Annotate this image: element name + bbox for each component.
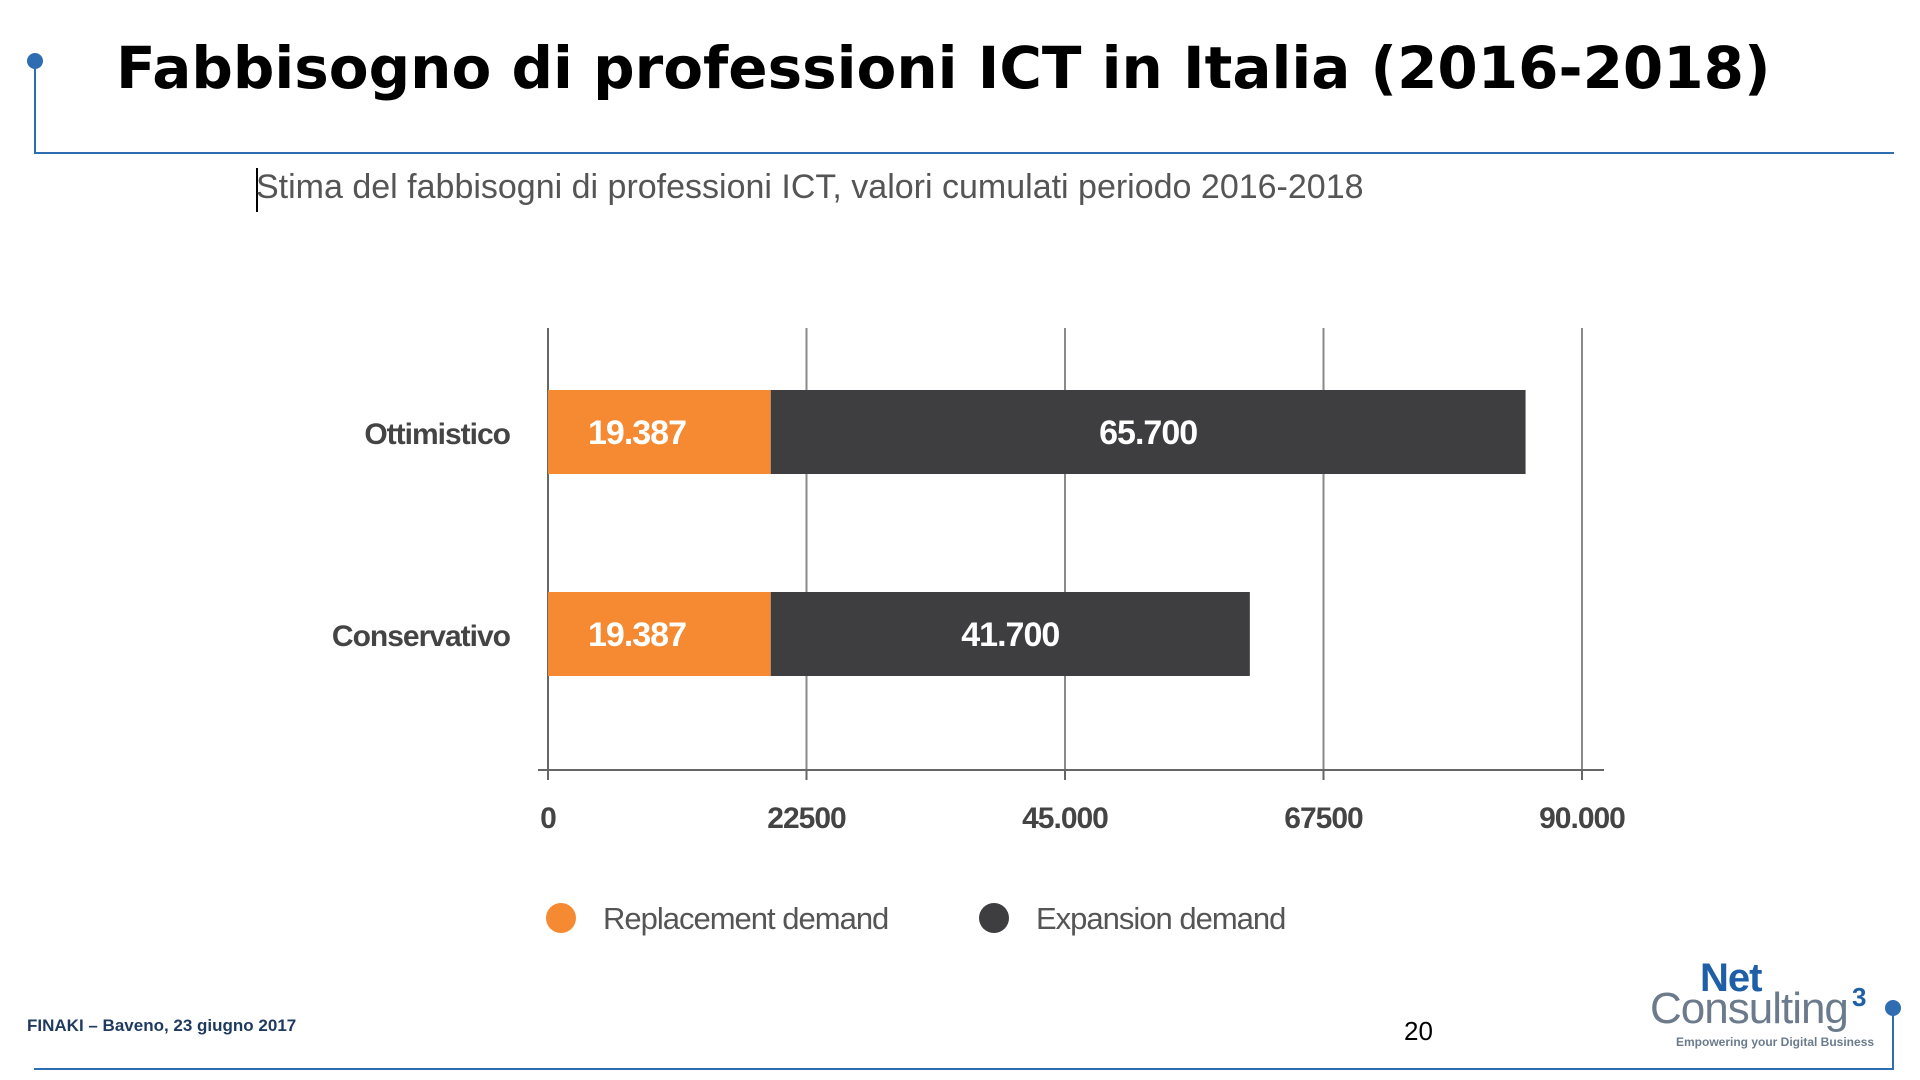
x-tick-label-1: 22500 xyxy=(767,802,846,835)
logo-consulting-text: Consulting xyxy=(1650,984,1849,1033)
data-label-0-series-0: 19.387 xyxy=(588,414,686,452)
page-number: 20 xyxy=(1404,1016,1433,1046)
text-cursor xyxy=(256,168,258,212)
x-tick-label-0: 0 xyxy=(540,802,556,835)
stacked-bar-chart: 0 22500 45.000 67500 90.000 Ottimistico 19.387… xyxy=(332,328,1626,936)
frame-dot-top-left xyxy=(27,53,43,69)
frame-dot-bottom-right xyxy=(1885,1000,1901,1016)
frame-line-right-vertical xyxy=(1892,1010,1894,1070)
footer-line xyxy=(34,1068,1894,1070)
legend-label-0: Replacement demand xyxy=(603,901,888,936)
bar-0-series-1 xyxy=(770,390,1526,474)
bar-0-series-0 xyxy=(548,390,771,474)
slide-title: Fabbisogno di professioni ICT in Italia … xyxy=(116,34,1771,102)
legend-marker-0 xyxy=(546,903,576,933)
data-label-1-series-0: 19.387 xyxy=(588,616,686,654)
netconsulting-logo: Consulting Net 3 Empowering your Digital… xyxy=(1650,956,1880,1054)
footer-event: FINAKI – Baveno, 23 giugno 2017 xyxy=(27,1016,297,1035)
logo-superscript: 3 xyxy=(1852,982,1867,1012)
category-label-0: Ottimistico xyxy=(364,418,510,451)
chart-title: Stima del fabbisogni di professioni ICT,… xyxy=(256,168,1364,206)
x-tick-label-2: 45.000 xyxy=(1022,802,1108,835)
data-label-1-series-1: 41.700 xyxy=(961,616,1059,654)
frame-line-left-vertical xyxy=(34,62,36,154)
data-label-0-series-1: 65.700 xyxy=(1099,414,1197,452)
x-tick-label-3: 67500 xyxy=(1284,802,1363,835)
title-underline xyxy=(34,152,1894,154)
logo-net-text: Net xyxy=(1700,956,1762,1000)
logo-tagline: Empowering your Digital Business xyxy=(1676,1035,1875,1049)
bar-1-series-0 xyxy=(548,592,771,676)
category-label-1: Conservativo xyxy=(332,620,511,653)
bar-1-series-1 xyxy=(770,592,1250,676)
legend-marker-1 xyxy=(979,903,1009,933)
x-tick-label-4: 90.000 xyxy=(1539,802,1625,835)
legend-label-1: Expansion demand xyxy=(1036,901,1285,936)
